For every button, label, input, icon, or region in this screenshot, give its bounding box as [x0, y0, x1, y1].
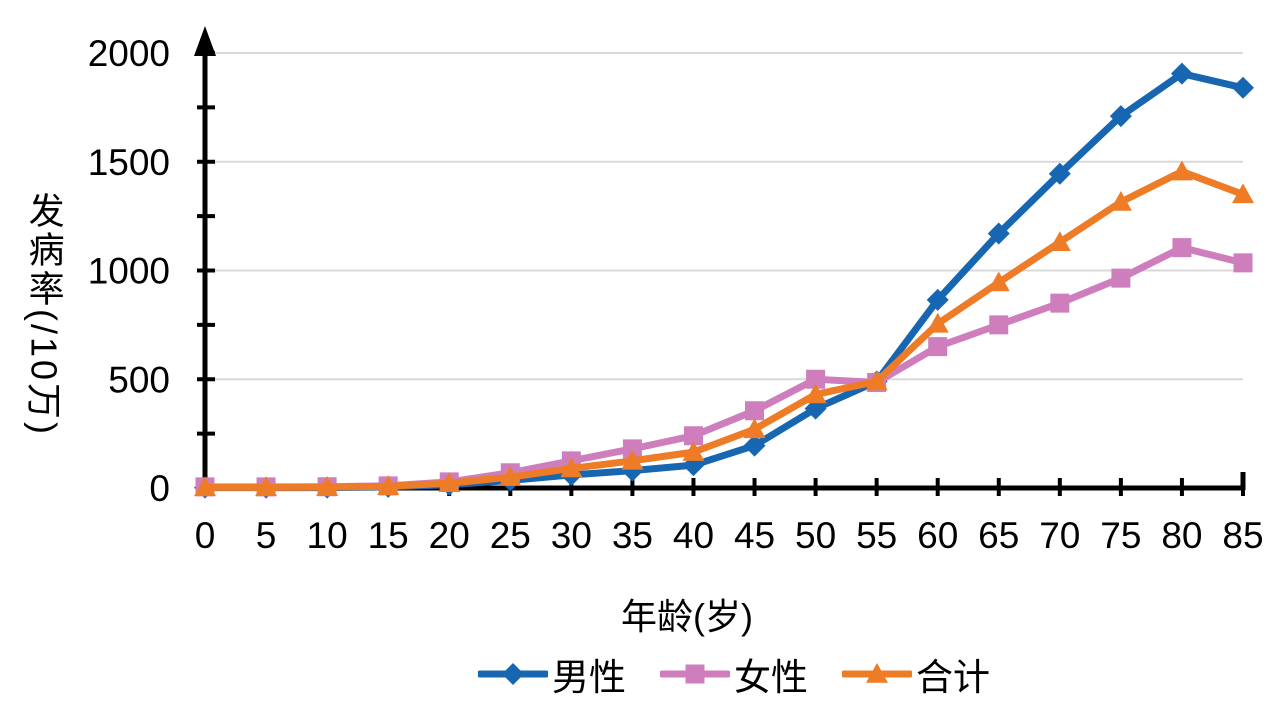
legend-item-female: 女性	[660, 647, 808, 701]
series-marker-total-age-5	[255, 476, 278, 497]
x-tick-label-10: 10	[307, 515, 348, 556]
x-tick-label-60: 60	[917, 515, 958, 556]
legend: 男性 女性 合计	[478, 647, 990, 701]
series-marker-female-age-60	[928, 337, 948, 357]
series-marker-male-age-60	[926, 288, 949, 311]
series-marker-female-age-65	[989, 315, 1009, 335]
series-marker-male-age-45	[743, 434, 766, 457]
series-marker-total-age-65	[987, 271, 1010, 292]
legend-item-male: 男性	[478, 647, 626, 701]
series-marker-male-age-75	[1109, 105, 1132, 128]
y-axis-title: 发病率(/10万)	[23, 192, 65, 438]
x-axis-title: 年龄(岁)	[621, 596, 753, 637]
x-tick-label-45: 45	[734, 515, 775, 556]
series-line-female	[201, 244, 1247, 491]
series-marker-female-age-70	[1050, 293, 1070, 313]
legend-marker-male-icon	[502, 663, 524, 685]
y-axis-title-unit: (/10万)	[23, 309, 65, 438]
female-series-swatch-icon	[660, 664, 730, 684]
series-marker-male-age-65	[987, 222, 1010, 245]
y-axis-arrowhead-icon	[194, 26, 216, 56]
series-marker-male-age-80	[1170, 62, 1193, 85]
series-marker-total-age-70	[1048, 231, 1071, 252]
series-marker-total-age-20	[438, 472, 461, 493]
legend-label-male: 男性	[552, 657, 626, 698]
total-series-swatch-icon	[842, 663, 912, 683]
series-marker-female-age-85	[1233, 253, 1253, 273]
series-marker-male-age-70	[1048, 162, 1071, 185]
series-marker-total-age-40	[682, 441, 705, 461]
series-marker-total-age-75	[1109, 190, 1132, 211]
legend-marker-female-icon	[685, 664, 705, 684]
y-tick-label-2000: 2000	[88, 33, 170, 74]
x-tick-label-30: 30	[551, 515, 592, 556]
x-tick-label-65: 65	[978, 515, 1019, 556]
x-tick-label-35: 35	[612, 515, 653, 556]
series-marker-female-age-50	[806, 369, 826, 389]
series-marker-total-age-45	[743, 418, 766, 439]
series-marker-male-age-85	[1232, 76, 1254, 99]
series-marker-total-age-30	[560, 457, 583, 478]
series-marker-total-age-50	[804, 383, 827, 404]
series-marker-total-age-25	[499, 466, 522, 486]
x-tick-label-5: 5	[256, 515, 277, 556]
y-tick-label-1500: 1500	[88, 142, 170, 183]
x-tick-label-70: 70	[1039, 515, 1080, 556]
series-marker-total-age-55	[865, 370, 888, 391]
x-tick-label-50: 50	[795, 515, 836, 556]
male-series-swatch-icon	[478, 663, 548, 685]
y-tick-label-500: 500	[108, 359, 170, 400]
x-tick-label-55: 55	[856, 515, 897, 556]
legend-marker-total-icon	[866, 663, 888, 683]
x-tick-label-0: 0	[195, 515, 216, 556]
x-tick-label-25: 25	[490, 515, 531, 556]
series-line-total	[201, 168, 1247, 491]
legend-label-female: 女性	[734, 657, 808, 698]
legend-label-total: 合计	[916, 657, 990, 698]
x-tick-label-85: 85	[1222, 515, 1263, 556]
series-marker-total-age-10	[316, 476, 339, 496]
series-marker-female-age-35	[622, 439, 642, 459]
x-tick-label-80: 80	[1161, 515, 1202, 556]
series-marker-total-age-85	[1232, 183, 1254, 204]
legend-item-total: 合计	[842, 647, 990, 701]
y-tick-label-1000: 1000	[88, 251, 170, 292]
series-marker-female-age-40	[683, 426, 703, 446]
x-tick-label-40: 40	[673, 515, 714, 556]
series-marker-female-age-75	[1111, 268, 1131, 288]
series-marker-total-age-80	[1170, 160, 1193, 181]
series-marker-female-age-80	[1172, 238, 1192, 258]
series-marker-total-age-15	[377, 475, 400, 496]
series-marker-total-age-0	[194, 476, 216, 497]
series-marker-total-age-35	[621, 449, 644, 470]
series-marker-total-age-60	[926, 312, 949, 333]
y-axis-title-cjk: 发病率	[23, 192, 65, 309]
x-tick-label-75: 75	[1100, 515, 1141, 556]
x-tick-label-15: 15	[368, 515, 409, 556]
series-marker-female-age-45	[745, 401, 765, 421]
y-tick-label-0: 0	[149, 468, 170, 509]
x-tick-label-20: 20	[429, 515, 470, 556]
